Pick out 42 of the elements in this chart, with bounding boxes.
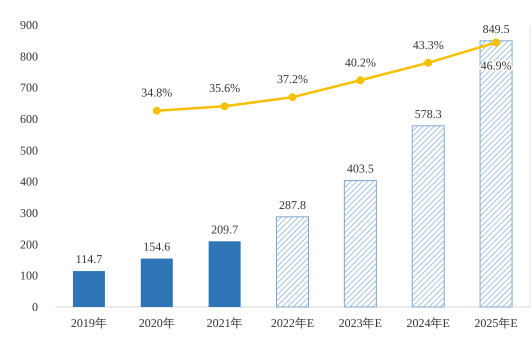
data-label: 849.5 (482, 22, 510, 36)
x-tick-label: 2021年 (206, 316, 243, 330)
x-tick-label: 2023年E (338, 316, 382, 330)
data-label: 34.8% (141, 86, 172, 100)
y-tick-label: 0 (32, 300, 38, 314)
point (220, 102, 229, 110)
x-tick-label: 2022年E (270, 316, 314, 330)
data-label: 403.5 (346, 162, 374, 176)
data-label: 114.7 (76, 252, 102, 266)
point (288, 93, 296, 102)
point (356, 76, 364, 84)
y-tick-label: 100 (20, 268, 38, 283)
y-tick-label: 400 (20, 174, 38, 189)
bar (344, 180, 377, 308)
bar (208, 241, 241, 307)
data-label: 209.7 (211, 222, 238, 236)
y-tick-label: 700 (20, 80, 38, 95)
bar (72, 271, 105, 307)
y-tick-label: 300 (20, 206, 38, 220)
y-tick-label: 900 (20, 18, 38, 32)
point (492, 38, 500, 46)
y-tick-label: 200 (20, 237, 38, 252)
x-tick-label: 2024年E (406, 316, 450, 330)
data-label: 287.8 (279, 198, 306, 212)
data-label: 35.6% (209, 81, 240, 96)
bar (480, 40, 513, 308)
data-label: 37.2% (277, 72, 308, 86)
bar (276, 216, 309, 308)
bar (140, 258, 173, 307)
point (152, 106, 161, 115)
data-label: 43.3% (412, 38, 444, 52)
data-label: 154.6 (143, 240, 170, 254)
x-tick-label: 2025年E (474, 316, 518, 330)
data-label: 40.2% (344, 55, 376, 70)
bar (412, 125, 445, 308)
data-label: 578.3 (414, 106, 442, 121)
y-tick-label: 800 (20, 49, 38, 64)
x-tick-label: 2020年 (138, 316, 175, 330)
point (424, 58, 432, 67)
x-tick-label: 2019年 (70, 316, 107, 330)
y-tick-label: 600 (20, 112, 38, 126)
y-tick-label: 500 (20, 143, 38, 158)
